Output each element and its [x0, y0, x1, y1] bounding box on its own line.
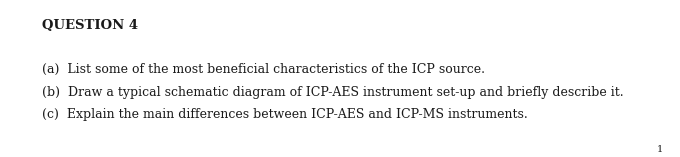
Text: QUESTION 4: QUESTION 4: [42, 19, 138, 32]
Text: (b)  Draw a typical schematic diagram of ICP-AES instrument set-up and briefly d: (b) Draw a typical schematic diagram of …: [42, 86, 624, 99]
Text: 1: 1: [657, 145, 663, 154]
Text: (c)  Explain the main differences between ICP-AES and ICP-MS instruments.: (c) Explain the main differences between…: [42, 108, 528, 121]
Text: (a)  List some of the most beneficial characteristics of the ICP source.: (a) List some of the most beneficial cha…: [42, 63, 485, 76]
